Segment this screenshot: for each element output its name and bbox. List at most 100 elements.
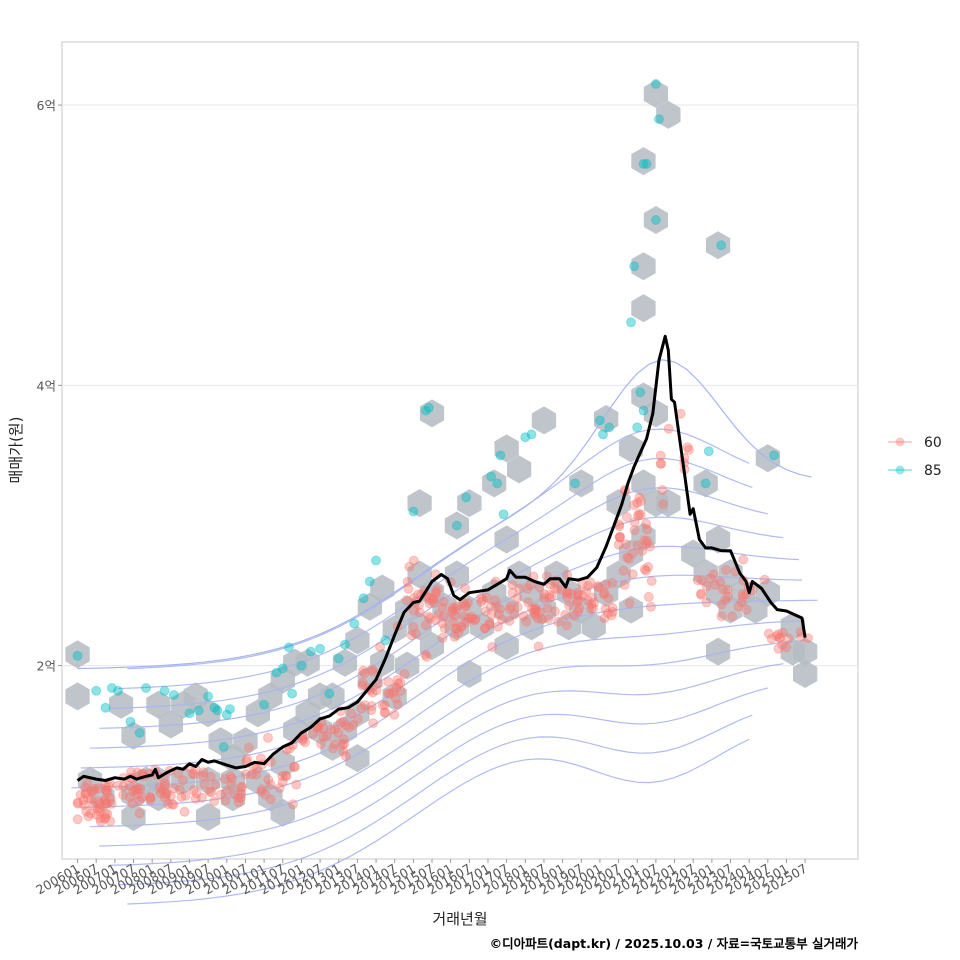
point-60 xyxy=(263,774,274,785)
point-60 xyxy=(198,770,209,781)
scatter-points xyxy=(72,79,813,827)
hex-bin xyxy=(171,766,196,795)
point-60 xyxy=(481,592,492,603)
point-60 xyxy=(99,813,110,824)
point-60 xyxy=(450,623,461,634)
point-60 xyxy=(619,580,630,590)
hex-bin xyxy=(482,469,507,498)
point-60 xyxy=(80,782,91,793)
point-60 xyxy=(297,733,308,744)
point-60 xyxy=(572,587,583,598)
point-60 xyxy=(634,508,645,519)
point-60 xyxy=(480,623,491,634)
hex-bin xyxy=(220,766,246,795)
point-60 xyxy=(539,589,549,599)
point-60 xyxy=(393,678,404,689)
hex-bin xyxy=(407,489,432,518)
point-60 xyxy=(655,450,666,461)
point-60 xyxy=(535,607,546,618)
point-85 xyxy=(106,683,117,693)
point-60 xyxy=(233,797,244,808)
point-60 xyxy=(159,792,170,803)
point-60 xyxy=(577,590,588,601)
point-60 xyxy=(348,720,358,730)
point-60 xyxy=(256,786,267,797)
point-60 xyxy=(456,621,467,631)
hex-bin xyxy=(395,651,420,680)
point-60 xyxy=(614,532,625,543)
point-60 xyxy=(177,775,188,786)
point-60 xyxy=(72,797,83,808)
point-60 xyxy=(187,768,198,779)
point-60 xyxy=(101,785,112,796)
contour-outer-line xyxy=(77,359,812,670)
hex-bin xyxy=(270,749,295,778)
contour-line xyxy=(80,620,803,808)
point-60 xyxy=(490,595,501,606)
point-60 xyxy=(642,535,653,546)
point-60 xyxy=(507,580,518,590)
point-60 xyxy=(532,613,543,624)
hex-bin xyxy=(656,100,681,129)
point-60 xyxy=(656,458,667,469)
point-85 xyxy=(380,635,391,646)
point-85 xyxy=(654,114,664,125)
point-60 xyxy=(390,693,401,704)
point-60 xyxy=(433,609,444,620)
hex-bin xyxy=(494,434,519,463)
point-60 xyxy=(486,609,497,620)
point-60 xyxy=(533,641,544,652)
hex-bin xyxy=(494,595,519,624)
legend-key-point xyxy=(895,465,905,475)
point-60 xyxy=(251,769,262,780)
point-60 xyxy=(430,615,441,626)
point-60 xyxy=(550,583,560,593)
point-60 xyxy=(100,809,111,819)
point-60 xyxy=(357,677,368,688)
point-60 xyxy=(180,790,191,801)
point-60 xyxy=(572,595,583,606)
hex-bin xyxy=(382,682,407,711)
point-60 xyxy=(642,524,653,535)
point-60 xyxy=(643,561,654,572)
point-60 xyxy=(639,535,650,546)
hex-bin xyxy=(320,682,345,711)
point-85 xyxy=(218,741,229,752)
point-60 xyxy=(509,609,520,620)
point-60 xyxy=(291,779,302,790)
point-60 xyxy=(86,786,97,797)
hex-bin xyxy=(196,699,221,728)
point-85 xyxy=(358,593,369,604)
hex-bin xyxy=(457,660,482,688)
point-60 xyxy=(721,565,731,575)
point-60 xyxy=(627,569,638,580)
point-60 xyxy=(313,723,323,734)
contour-line xyxy=(117,714,753,886)
point-85 xyxy=(305,646,316,657)
point-60 xyxy=(379,707,390,718)
point-60 xyxy=(663,423,674,434)
point-60 xyxy=(118,781,129,792)
point-60 xyxy=(437,602,448,613)
point-60 xyxy=(288,799,298,810)
point-60 xyxy=(593,582,604,593)
point-60 xyxy=(133,783,143,793)
point-85 xyxy=(498,509,509,520)
point-60 xyxy=(607,578,618,588)
point-60 xyxy=(221,785,232,796)
point-60 xyxy=(490,601,501,612)
point-60 xyxy=(537,614,547,625)
point-60 xyxy=(385,688,395,699)
point-60 xyxy=(447,605,458,616)
point-60 xyxy=(274,783,285,793)
point-60 xyxy=(227,773,237,784)
point-60 xyxy=(174,784,185,795)
point-85 xyxy=(333,653,344,664)
point-60 xyxy=(512,592,523,603)
point-60 xyxy=(415,607,425,618)
point-60 xyxy=(179,806,190,817)
point-60 xyxy=(161,787,172,798)
point-60 xyxy=(634,492,645,503)
point-85 xyxy=(340,639,350,650)
point-60 xyxy=(157,785,168,796)
